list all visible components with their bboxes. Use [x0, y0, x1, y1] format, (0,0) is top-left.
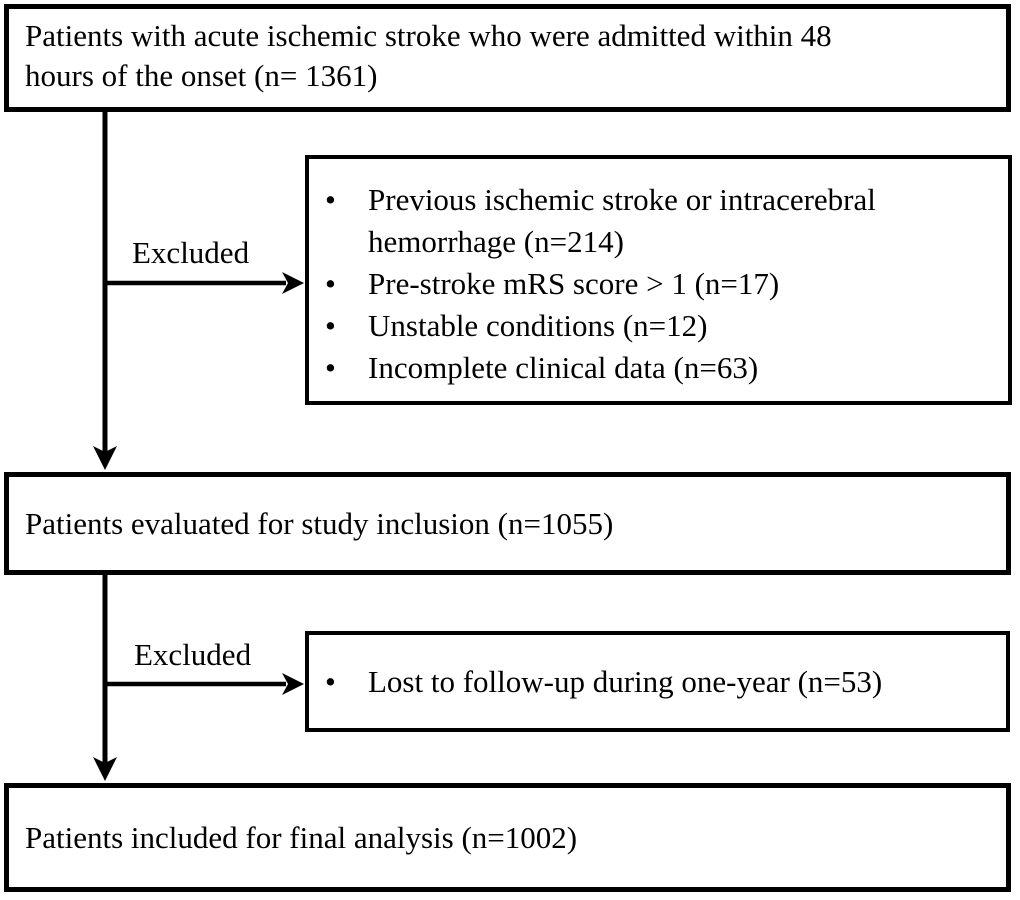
box-final: Patients included for final analysis (n=…: [4, 783, 1011, 892]
final-text: Patients included for final analysis (n=…: [25, 819, 578, 855]
enrollment-text-line-2: hours of the onset (n= 1361): [25, 58, 378, 93]
bullet-icon: •: [325, 266, 336, 301]
arrowhead-right-2: [282, 673, 304, 695]
box-exclusion-2: • Lost to follow-up during one-year (n=5…: [305, 631, 1010, 732]
enrollment-text-line-1: Patients with acute ischemic stroke who …: [25, 18, 832, 53]
exclusion-1-item: • Incomplete clinical data (n=63): [309, 347, 1002, 389]
excluded-label-1: Excluded: [132, 235, 250, 270]
exclusion-2-item-text: Lost to follow-up during one-year (n=53): [368, 663, 883, 699]
arrowhead-down-1: [93, 446, 117, 470]
exclusion-1-item-text: Previous ischemic stroke or intracerebra…: [368, 182, 876, 259]
exclusion-1-item: • Previous ischemic stroke or intracereb…: [309, 179, 1002, 263]
exclusion-1-item-text: Pre-stroke mRS score > 1 (n=17): [368, 266, 780, 301]
bullet-icon: •: [325, 663, 336, 699]
excluded-label-2: Excluded: [134, 637, 252, 672]
box-evaluated: Patients evaluated for study inclusion (…: [4, 472, 1011, 575]
box-exclusion-1: • Previous ischemic stroke or intracereb…: [305, 155, 1012, 405]
exclusion-2-item: • Lost to follow-up during one-year (n=5…: [309, 661, 1000, 703]
bullet-icon: •: [325, 308, 336, 343]
exclusion-1-list: • Previous ischemic stroke or intracereb…: [309, 179, 1002, 389]
box-enrollment: Patients with acute ischemic stroke who …: [4, 4, 1011, 112]
exclusion-2-list: • Lost to follow-up during one-year (n=5…: [309, 661, 1000, 703]
exclusion-1-item-text: Unstable conditions (n=12): [368, 308, 708, 343]
exclusion-1-item-text: Incomplete clinical data (n=63): [368, 350, 759, 385]
bullet-icon: •: [325, 182, 336, 217]
bullet-icon: •: [325, 350, 336, 385]
exclusion-1-item: • Pre-stroke mRS score > 1 (n=17): [309, 263, 1002, 305]
arrowhead-right-1: [282, 272, 304, 294]
exclusion-1-item: • Unstable conditions (n=12): [309, 305, 1002, 347]
evaluated-text: Patients evaluated for study inclusion (…: [25, 505, 614, 541]
arrowhead-down-2: [93, 757, 117, 781]
